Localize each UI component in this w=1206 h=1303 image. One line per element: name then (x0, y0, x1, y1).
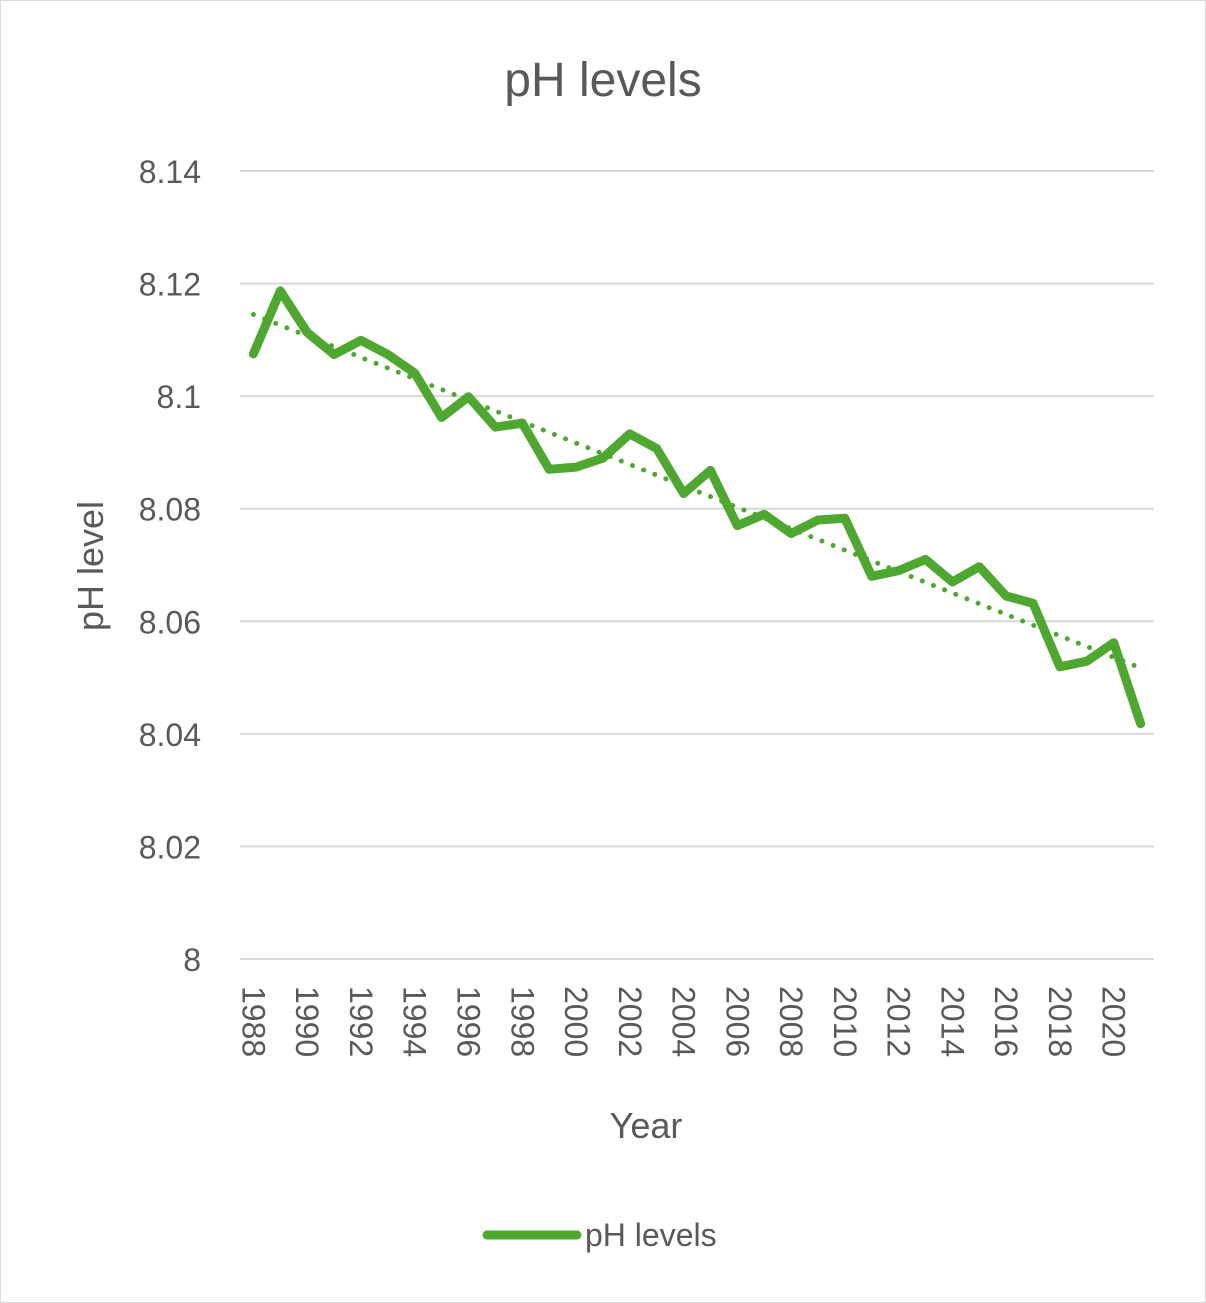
legend[interactable]: pH levels (482, 1217, 717, 1253)
x-tick-label: 1994 (397, 986, 433, 1057)
data-point (817, 519, 819, 521)
x-tick-label: 1996 (451, 986, 487, 1057)
x-axis-ticks: 1988 1990 1992 1994 1996 1998 2000 2002 2004 2006… (235, 986, 1131, 1057)
data-point (629, 433, 631, 435)
data-point (898, 570, 900, 572)
y-tick-label: 8.12 (139, 267, 201, 303)
series-line (248, 286, 1146, 729)
data-point (1032, 602, 1034, 604)
x-tick-label: 2020 (1096, 986, 1132, 1057)
legend-label: pH levels (585, 1217, 717, 1253)
trendline (250, 312, 1144, 671)
data-point (790, 532, 792, 534)
data-point (1086, 660, 1088, 662)
data-point (871, 575, 873, 577)
series-group (248, 286, 1146, 729)
data-point (951, 581, 953, 583)
data-point (306, 332, 308, 334)
x-tick-label: 1990 (289, 986, 325, 1057)
data-point (468, 396, 469, 398)
data-point (736, 525, 738, 527)
y-tick-label: 8.04 (139, 717, 201, 753)
data-point (844, 517, 846, 519)
x-tick-label: 1988 (235, 986, 271, 1057)
x-tick-label: 2006 (719, 986, 755, 1057)
y-axis-label: pH level (70, 501, 111, 631)
data-point (709, 469, 711, 471)
x-tick-label: 1992 (343, 986, 379, 1057)
data-point (1059, 666, 1061, 668)
chart-title: pH levels (504, 54, 701, 107)
x-tick-label: 2018 (1042, 986, 1078, 1057)
data-point (494, 426, 496, 428)
x-tick-label: 2016 (988, 986, 1024, 1057)
x-tick-label: 2008 (773, 986, 809, 1057)
data-point (925, 558, 926, 560)
data-point (602, 457, 604, 459)
trendline-path (250, 312, 1144, 671)
y-tick-label: 8.06 (139, 604, 201, 640)
data-point (414, 372, 416, 374)
data-point (548, 468, 550, 470)
y-tick-label: 8.02 (139, 829, 201, 865)
y-tick-label: 8.14 (139, 154, 201, 190)
data-point (978, 566, 980, 568)
x-tick-label: 2000 (558, 986, 594, 1057)
x-tick-label: 2010 (827, 986, 863, 1057)
data-point (1005, 595, 1007, 597)
data-point (763, 513, 765, 515)
y-tick-label: 8.1 (157, 379, 201, 415)
gridlines (240, 170, 1154, 960)
data-point (656, 447, 658, 449)
data-point (575, 466, 577, 468)
y-tick-label: 8.08 (139, 492, 201, 528)
data-point (252, 353, 254, 355)
data-point (333, 353, 335, 355)
data-point (521, 422, 523, 424)
x-tick-label: 2012 (881, 986, 917, 1057)
data-point (1113, 642, 1115, 644)
x-axis-label: Year (610, 1105, 683, 1146)
data-point (683, 493, 685, 495)
data-point (441, 417, 443, 419)
x-tick-label: 1998 (504, 986, 540, 1057)
y-tick-label: 8 (183, 942, 201, 978)
data-point (360, 339, 362, 341)
x-tick-label: 2004 (666, 986, 702, 1057)
y-axis-ticks: 8 8.02 8.04 8.06 8.08 8.1 8.12 8.14 (139, 154, 201, 978)
x-tick-label: 2002 (612, 986, 648, 1057)
x-tick-label: 2014 (934, 986, 970, 1057)
data-point (279, 290, 281, 292)
data-point (1140, 723, 1142, 725)
data-point (387, 353, 389, 355)
